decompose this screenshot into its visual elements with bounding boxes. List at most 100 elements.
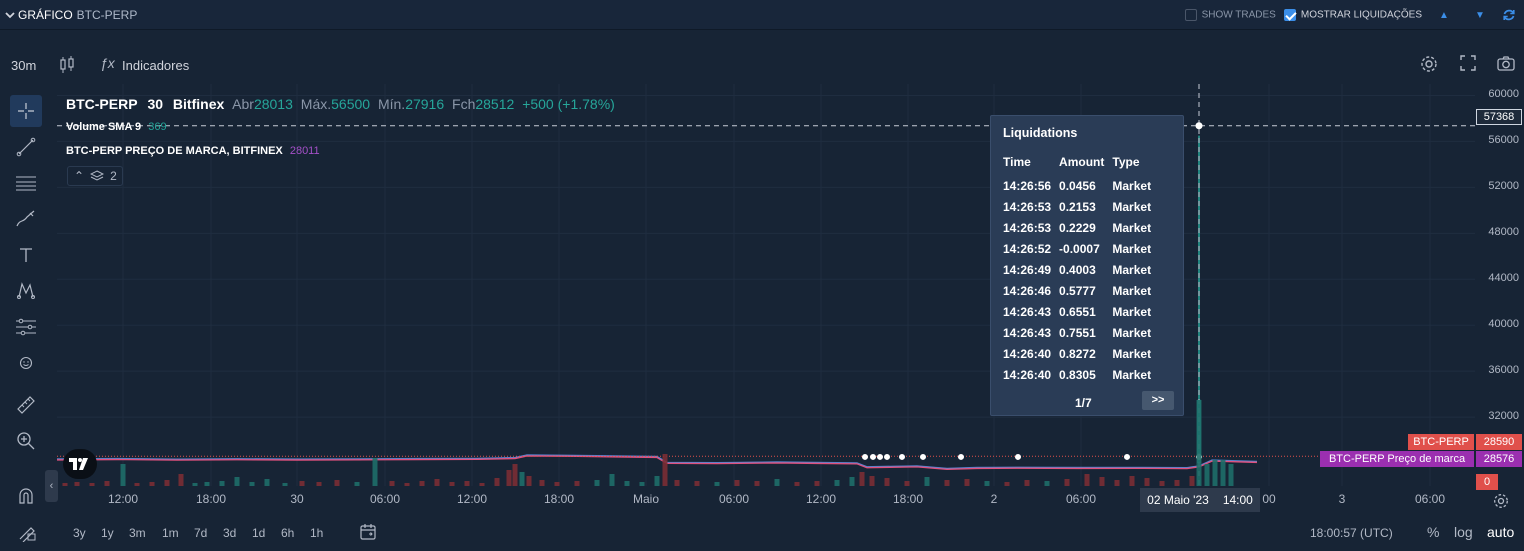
time-scale[interactable]: 12:00 18:00 30 06:00 12:00 18:00 Maio 06:00 12:0… <box>57 486 1475 512</box>
auto-scale-toggle[interactable]: auto <box>1487 524 1515 540</box>
camera-icon[interactable] <box>1496 54 1516 72</box>
liquidation-cell: 14:26:46 <box>1003 283 1052 298</box>
volume-bar <box>494 478 500 486</box>
collapsed-count: 2 <box>110 169 117 183</box>
chart-container <box>0 30 1524 551</box>
range-button[interactable]: 1y <box>101 526 114 540</box>
magnet-icon[interactable] <box>17 487 35 505</box>
indicators-collapse-toggle[interactable]: ⌃ 2 <box>67 166 123 186</box>
range-button[interactable]: 6h <box>281 526 295 540</box>
liquidation-cell: Market <box>1112 367 1152 382</box>
volume-bar <box>539 480 545 486</box>
mark-price-name: BTC-PERP Preço de marca <box>1320 451 1474 467</box>
liquidation-cell: Market <box>1112 325 1152 340</box>
fullscreen-icon[interactable] <box>1459 54 1477 72</box>
time-tick: 06:00 <box>369 492 401 506</box>
volume-bar <box>204 482 210 486</box>
refresh-icon[interactable] <box>1502 8 1516 22</box>
candle-style-icon[interactable] <box>58 55 76 75</box>
indicators-button[interactable]: Indicadores <box>122 58 190 73</box>
volume-legend[interactable]: Volume SMA 9 369 <box>66 121 167 133</box>
volume-bar <box>192 483 198 486</box>
interval-selector[interactable]: 30m <box>11 58 37 73</box>
range-button[interactable]: 1m <box>162 526 179 540</box>
mark-price-value: 28576 <box>1476 451 1522 467</box>
chevron-down-icon[interactable] <box>4 9 16 21</box>
collapse-sidebar-button[interactable]: ‹ <box>45 470 58 502</box>
liquidation-cell: 0.2153 <box>1059 199 1096 214</box>
volume-bar <box>1144 478 1150 486</box>
log-scale-toggle[interactable]: log <box>1454 524 1473 540</box>
fib-tool[interactable] <box>10 167 42 199</box>
volume-bar <box>834 480 840 486</box>
mark-price-legend[interactable]: BTC-PERP PREÇO DE MARCA, BITFINEX 28011 <box>66 145 320 157</box>
tooltip-next-button[interactable]: >> <box>1142 391 1174 410</box>
show-trades-toggle[interactable]: SHOW TRADES <box>1184 9 1276 21</box>
zoom-tool[interactable] <box>10 425 42 457</box>
volume-bar <box>654 476 660 486</box>
legend-close-label: Fch <box>452 96 476 112</box>
trendline-tool[interactable] <box>10 131 42 163</box>
volume-bar <box>554 482 560 486</box>
range-button[interactable]: 7d <box>194 526 208 540</box>
panel-title[interactable]: GRÁFICO BTC-PERP <box>4 8 137 22</box>
range-button[interactable]: 1d <box>252 526 266 540</box>
brush-tool[interactable] <box>10 203 42 235</box>
ohlc-legend: BTC-PERP 30 Bitfinex Abr28013 Máx.56500 … <box>66 96 615 112</box>
range-button[interactable]: 3m <box>129 526 146 540</box>
triangle-down-icon[interactable]: ▼ <box>1475 9 1485 21</box>
pattern-tool[interactable] <box>10 275 42 307</box>
emoji-tool[interactable] <box>10 347 42 379</box>
pattern-icon <box>17 282 35 299</box>
liquidation-marker <box>899 453 905 460</box>
mark-legend-value: 28011 <box>289 145 320 157</box>
tradingview-logo[interactable] <box>63 449 97 479</box>
utc-clock[interactable]: 18:00:57 (UTC) <box>1310 526 1393 540</box>
lock-drawings-icon[interactable] <box>17 522 37 542</box>
show-liquidations-checkbox[interactable] <box>1283 9 1296 21</box>
sliders-icon <box>16 318 36 336</box>
liquidation-cell: 14:26:40 <box>1003 346 1052 361</box>
range-button[interactable]: 3d <box>223 526 237 540</box>
range-button[interactable]: 3y <box>73 526 86 540</box>
drawing-toolbar <box>10 95 42 461</box>
volume-bar <box>1204 464 1210 486</box>
triangle-up-icon[interactable]: ▲ <box>1439 9 1449 21</box>
text-tool[interactable] <box>10 239 42 271</box>
price-chart[interactable] <box>57 84 1475 486</box>
liquidations-tooltip: Liquidations Time Amount Type 14:26:56 0.04… <box>990 115 1184 416</box>
range-button[interactable]: 1h <box>310 526 324 540</box>
liquidation-cell: 0.5777 <box>1059 283 1096 298</box>
show-liquidations-toggle[interactable]: MOSTRAR LIQUIDAÇÕES <box>1283 9 1422 21</box>
legend-high: 56500 <box>331 96 371 112</box>
ruler-icon <box>17 396 35 414</box>
layers-icon <box>90 170 105 181</box>
price-scale[interactable]: 60000 56000 52000 48000 44000 40000 36000 32000 <box>1475 84 1524 486</box>
volume-bar <box>754 481 760 486</box>
volume-bar <box>526 476 532 486</box>
legend-low: 27916 <box>405 96 445 112</box>
show-trades-checkbox[interactable] <box>1184 9 1197 21</box>
price-tick: 44000 <box>1488 272 1519 285</box>
volume-bar <box>734 480 740 486</box>
volume-bar <box>1064 479 1070 486</box>
volume-bar <box>674 480 680 486</box>
liquidation-marker <box>870 453 876 460</box>
projection-tool[interactable] <box>10 311 42 343</box>
crosshair-time: 14:00 <box>1222 493 1253 507</box>
calendar-icon[interactable] <box>359 523 377 541</box>
fx-icon[interactable]: ƒx <box>100 55 115 71</box>
crosshair-tool[interactable] <box>10 95 42 127</box>
volume-bar <box>234 477 240 486</box>
tooltip-title: Liquidations <box>1003 126 1078 140</box>
legend-high-label: Máx. <box>300 96 332 112</box>
ruler-tool[interactable] <box>10 389 42 421</box>
liquidation-row: 14:26:46 0.5777 Market <box>1003 280 1159 301</box>
axis-settings-icon[interactable] <box>1492 492 1510 510</box>
header-controls: SHOW TRADES MOSTRAR LIQUIDAÇÕES ▲ ▼ <box>1184 0 1516 30</box>
liquidation-cell: 0.8305 <box>1059 367 1096 382</box>
liquidation-row: 14:26:43 0.7551 Market <box>1003 322 1159 343</box>
percent-scale-toggle[interactable]: % <box>1427 524 1440 540</box>
liquidation-marker <box>862 453 868 460</box>
gear-icon[interactable] <box>1419 54 1439 74</box>
